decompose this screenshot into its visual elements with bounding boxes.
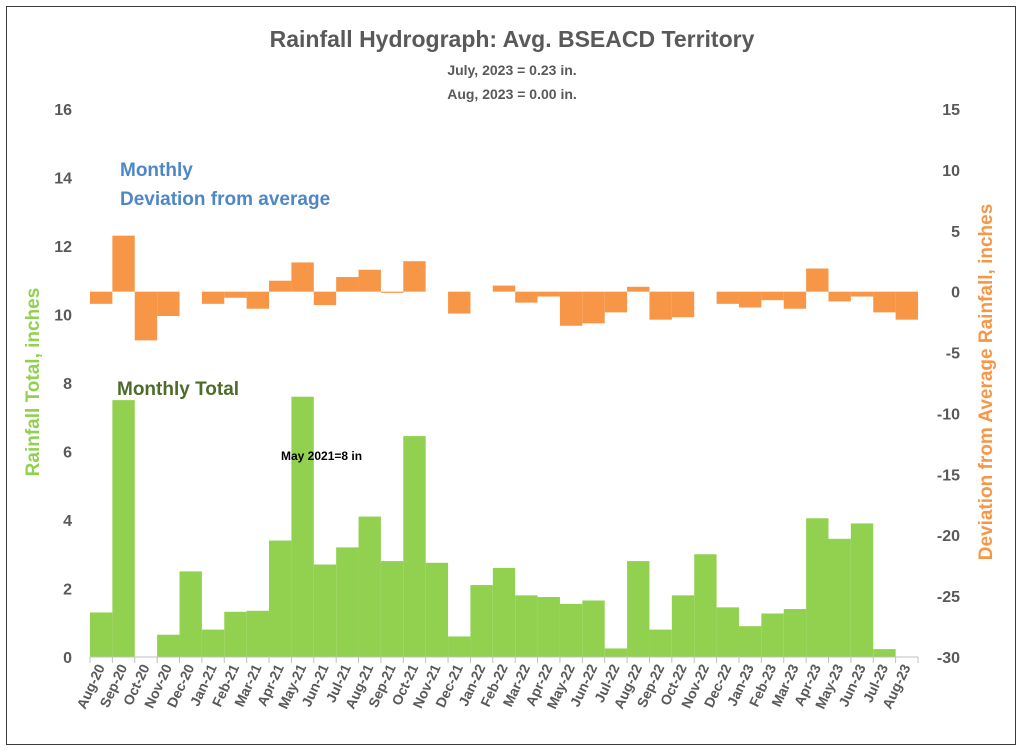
total-bar xyxy=(224,611,247,657)
left-y-tick-label: 12 xyxy=(54,239,72,256)
left-y-tick-label: 4 xyxy=(63,513,72,530)
total-bar xyxy=(873,649,896,657)
left-y-tick-label: 14 xyxy=(54,171,72,188)
right-axis-title: Deviation from Average Rainfall, inches xyxy=(976,204,997,561)
left-y-tick-label: 2 xyxy=(63,582,72,599)
deviation-bar xyxy=(90,291,113,304)
total-bar xyxy=(850,523,874,657)
total-bar xyxy=(448,636,471,657)
deviation-bar xyxy=(806,268,829,292)
total-bar xyxy=(515,595,538,657)
deviation-bar xyxy=(492,285,516,292)
annotation-may-2021: May 2021=8 in xyxy=(281,449,363,463)
deviation-bar xyxy=(134,291,158,341)
deviation-bar xyxy=(269,280,292,292)
annotation-monthly: Monthly xyxy=(120,160,193,181)
left-y-tick-label: 10 xyxy=(54,308,72,325)
annotation-monthly-total: Monthly Total xyxy=(117,379,240,400)
total-bar xyxy=(627,561,650,657)
chart-subtitle-aug: Aug, 2023 = 0.00 in. xyxy=(447,86,577,102)
right-y-tick-label: 15 xyxy=(942,102,960,119)
left-y-tick-label: 0 xyxy=(63,650,72,667)
total-bar xyxy=(537,597,560,657)
total-bar xyxy=(201,629,225,657)
total-bar xyxy=(559,603,583,657)
annotation-deviation: Deviation from average xyxy=(120,189,331,210)
total-bar xyxy=(403,436,426,657)
total-bar xyxy=(470,585,493,657)
left-y-tick-label: 6 xyxy=(63,445,72,462)
deviation-bar xyxy=(828,291,851,302)
deviation-bar xyxy=(783,291,807,309)
right-y-tick-label: -30 xyxy=(937,650,960,667)
deviation-bar xyxy=(336,277,359,292)
total-bar xyxy=(694,554,717,657)
deviation-bar xyxy=(403,261,426,292)
right-y-tick-label: -15 xyxy=(937,467,960,484)
deviation-bar xyxy=(850,291,874,297)
total-bar xyxy=(806,518,829,657)
deviation-bar xyxy=(448,291,471,314)
total-bar xyxy=(671,595,695,657)
deviation-bar xyxy=(515,291,538,303)
total-bar xyxy=(90,612,113,657)
deviation-bar xyxy=(671,291,695,318)
deviation-bar xyxy=(537,291,560,297)
deviation-bar xyxy=(380,291,404,293)
deviation-bar xyxy=(246,291,270,309)
chart-subtitle-july: July, 2023 = 0.23 in. xyxy=(447,62,577,78)
right-y-tick-label: 10 xyxy=(942,163,960,180)
total-bar xyxy=(783,609,807,657)
deviation-bar xyxy=(895,291,918,320)
total-bar xyxy=(761,613,784,657)
total-bar xyxy=(380,561,404,657)
deviation-bar xyxy=(716,291,739,304)
deviation-bar xyxy=(157,291,180,317)
total-bar xyxy=(738,626,762,657)
total-bar xyxy=(269,540,292,657)
deviation-bar xyxy=(559,291,583,326)
total-bar xyxy=(425,562,449,657)
right-y-tick-label: -20 xyxy=(937,528,960,545)
deviation-bar xyxy=(313,291,337,306)
right-y-tick-label: -5 xyxy=(946,346,960,363)
right-y-tick-label: 5 xyxy=(951,224,960,241)
deviation-bar xyxy=(201,291,225,304)
deviation-bar xyxy=(761,291,784,301)
total-bar xyxy=(179,571,202,657)
right-y-tick-label: -10 xyxy=(937,406,960,423)
total-bar xyxy=(313,564,337,657)
total-bar xyxy=(291,396,314,657)
total-bar xyxy=(358,516,381,657)
chart-frame xyxy=(6,6,1016,745)
deviation-bar xyxy=(627,286,650,292)
total-bar xyxy=(828,538,851,657)
deviation-bar xyxy=(738,291,762,308)
deviation-bar xyxy=(873,291,896,313)
total-bar xyxy=(157,634,180,657)
deviation-bar xyxy=(604,291,628,313)
total-bar xyxy=(492,567,516,657)
left-y-tick-label: 16 xyxy=(54,102,72,119)
deviation-bar xyxy=(291,262,314,292)
right-y-tick-label: 0 xyxy=(951,285,960,302)
total-bar xyxy=(582,600,605,657)
deviation-bar xyxy=(112,235,135,292)
left-axis-title: Rainfall Total, inches xyxy=(23,288,44,477)
deviation-bar xyxy=(358,269,381,292)
total-bar xyxy=(649,629,672,657)
total-bar xyxy=(112,400,135,657)
deviation-bar xyxy=(649,291,672,320)
chart-title: Rainfall Hydrograph: Avg. BSEACD Territo… xyxy=(269,26,755,52)
total-bar xyxy=(604,648,628,657)
total-bar xyxy=(246,610,270,657)
deviation-bar xyxy=(224,291,247,298)
right-y-tick-label: -25 xyxy=(937,589,960,606)
total-bar xyxy=(716,607,739,657)
deviation-bar xyxy=(582,291,605,324)
total-bar xyxy=(336,547,359,657)
left-y-tick-label: 8 xyxy=(63,376,72,393)
